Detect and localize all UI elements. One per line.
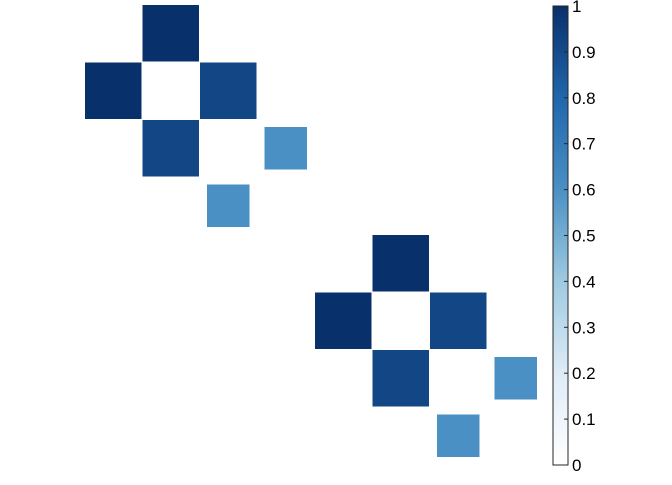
colorbar-tick-label-3: 0.3: [572, 318, 596, 337]
colorbar-tick-label-9: 0.9: [572, 43, 596, 62]
colorbar-tick-label-5: 0.5: [572, 227, 596, 246]
heatmap-cell-2: [200, 63, 257, 120]
heatmap-cell-4: [265, 127, 308, 170]
colorbar-tick-label-10: 1: [572, 0, 581, 16]
heatmap-cell-6: [373, 235, 430, 292]
heatmap-cell-1: [85, 63, 142, 120]
heatmap-cell-11: [437, 415, 480, 458]
heatmap-cells: [85, 5, 537, 457]
colorbar-tick-label-6: 0.6: [572, 181, 596, 200]
heatmap-cell-7: [315, 293, 372, 350]
heatmap-cell-5: [207, 185, 250, 228]
colorbar-tick-label-4: 0.4: [572, 272, 596, 291]
colorbar-tick-label-2: 0.2: [572, 364, 596, 383]
colorbar: 0 0.1 0.2 0.3 0.4 0.5 0.6 0.7 0.8 0.9 1: [553, 0, 596, 475]
heatmap-cell-0: [143, 5, 200, 62]
heatmap-cell-8: [430, 293, 487, 350]
colorbar-tick-label-1: 0.1: [572, 410, 596, 429]
heatmap-cell-10: [495, 357, 538, 400]
heatmap-cell-9: [373, 350, 430, 407]
colorbar-tick-label-8: 0.8: [572, 89, 596, 108]
heatmap-cell-3: [143, 120, 200, 177]
colorbar-tick-label-0: 0: [572, 456, 581, 475]
colorbar-tick-label-7: 0.7: [572, 135, 596, 154]
